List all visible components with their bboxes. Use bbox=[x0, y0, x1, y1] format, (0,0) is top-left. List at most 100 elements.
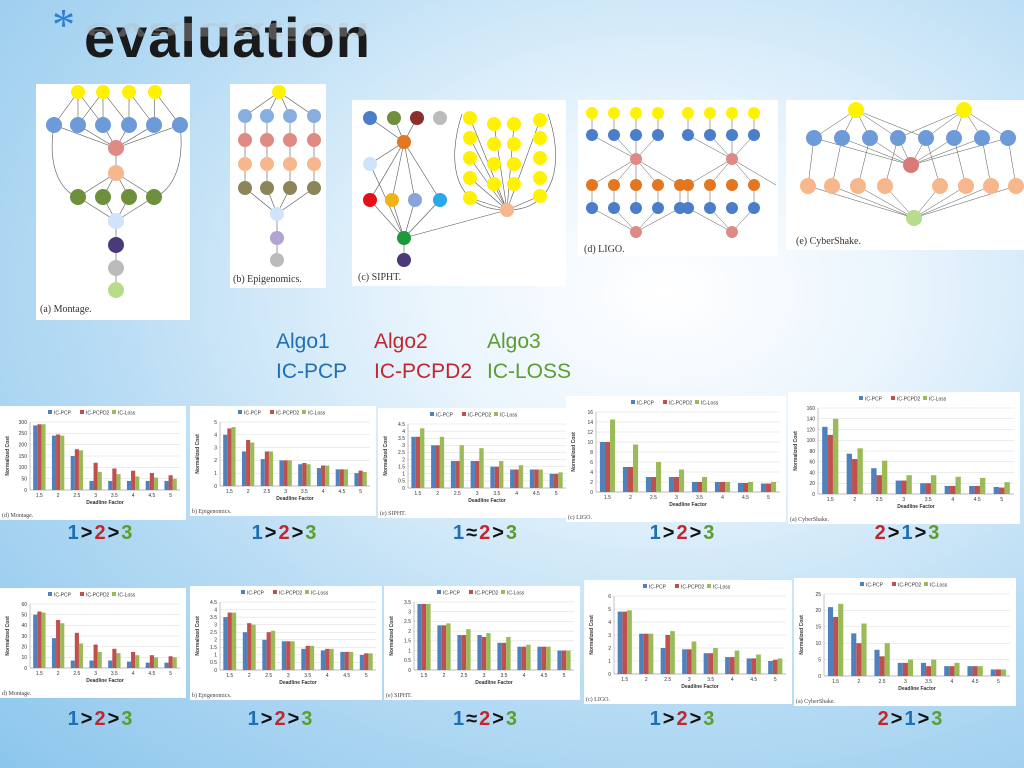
chart-bar bbox=[737, 483, 743, 492]
chart-x-tick-label: 3.5 bbox=[493, 491, 500, 497]
chart-legend-swatch bbox=[238, 410, 242, 414]
chart-legend-label: IC-PCPD2 bbox=[468, 413, 492, 419]
chart-bar bbox=[954, 662, 960, 676]
chart-x-tick-label: 2 bbox=[57, 671, 60, 677]
chart-caption: b) Epigenomics. bbox=[192, 508, 232, 515]
chart-bar bbox=[41, 424, 46, 490]
chart-x-tick-label: 2 bbox=[645, 677, 648, 683]
chart-bar bbox=[172, 657, 177, 668]
chart-bar bbox=[344, 651, 349, 670]
chart-legend-swatch bbox=[437, 590, 441, 594]
chart-legend-label: IC-Loss bbox=[929, 397, 947, 403]
chart-bar bbox=[486, 633, 491, 670]
chart-bar bbox=[518, 465, 524, 488]
chart-bar bbox=[56, 434, 61, 490]
chart-bar bbox=[74, 449, 79, 490]
chart-x-tick-label: 1.5 bbox=[226, 673, 233, 679]
ranking-token: > bbox=[492, 522, 504, 544]
chart-bar bbox=[901, 480, 907, 494]
workflow-ligo-diagram bbox=[586, 107, 777, 238]
chart-bar bbox=[320, 650, 326, 670]
chart-y-tick-label: 0 bbox=[24, 488, 27, 494]
chart-x-tick-label: 5 bbox=[169, 671, 172, 677]
chart-bar bbox=[906, 475, 912, 494]
title-bullet-star: * bbox=[52, 0, 75, 50]
workflow-sipht-caption: (c) SIPHT. bbox=[358, 272, 402, 283]
chart-bar bbox=[557, 650, 562, 670]
chart-bar bbox=[348, 651, 354, 670]
chart-bar bbox=[145, 662, 150, 668]
chart-legend-swatch bbox=[302, 410, 306, 414]
ranking-token: 1 bbox=[452, 708, 465, 730]
chart-bar bbox=[499, 460, 504, 488]
chart-bar bbox=[670, 631, 675, 674]
chart-legend-swatch bbox=[430, 412, 434, 416]
chart-bar bbox=[501, 642, 507, 670]
chart-bar bbox=[686, 649, 692, 674]
chart-legend-label: IC-Loss bbox=[308, 411, 326, 417]
chart-x-tick-label: 4.5 bbox=[750, 677, 757, 683]
chart-bar bbox=[622, 467, 628, 492]
chart-bar bbox=[149, 473, 154, 490]
chart-bar bbox=[497, 642, 502, 670]
chart-x-axis-label: Deadline Factor bbox=[475, 680, 513, 686]
chart-x-axis-label: Deadline Factor bbox=[669, 502, 707, 508]
ranking-token: > bbox=[287, 708, 300, 730]
chart-y-tick-label: 3 bbox=[608, 633, 611, 639]
chart-bar bbox=[534, 469, 539, 488]
chart-cybershake-row2: IC-PCP IC-PCPD2 IC-Loss 0 5 10 15 20 25 1.5 2 2.5 3 3… bbox=[794, 578, 1016, 706]
chart-x-tick-label: 2.5 bbox=[879, 679, 886, 685]
chart-x-tick-label: 4 bbox=[132, 493, 135, 499]
chart-bar bbox=[479, 448, 484, 488]
ranking-token: 3 bbox=[505, 708, 518, 730]
chart-x-axis-label: Deadline Factor bbox=[276, 496, 314, 502]
chart-legend-swatch bbox=[270, 410, 274, 414]
chart-bar bbox=[358, 470, 363, 486]
chart-x-tick-label: 3.5 bbox=[304, 673, 311, 679]
chart-bar bbox=[902, 662, 908, 676]
bar-chart-svg: IC-PCP IC-PCPD2 IC-Loss 0 0.5 1 1.5 2 2.5 3 3.5 1.5… bbox=[386, 590, 574, 699]
legend-algo1-label: Algo1 bbox=[276, 330, 330, 353]
chart-bar bbox=[242, 632, 248, 670]
chart-bar bbox=[537, 646, 542, 670]
chart-x-axis-label: Deadline Factor bbox=[279, 680, 317, 686]
legend-algo2-name: IC-PCPD2 bbox=[374, 360, 473, 383]
chart-x-tick-label: 3.5 bbox=[696, 495, 703, 501]
chart-y-tick-label: 250 bbox=[19, 431, 28, 437]
chart-x-tick-label: 3 bbox=[284, 489, 287, 495]
ranking-token: 3 bbox=[505, 522, 518, 544]
ranking-token: ≈ bbox=[466, 522, 478, 544]
chart-x-tick-label: 3 bbox=[287, 673, 290, 679]
chart-bar bbox=[250, 442, 255, 486]
chart-bar bbox=[231, 612, 237, 670]
slide-title: evaluation bbox=[84, 6, 371, 69]
ranking-token: 2 bbox=[877, 708, 889, 730]
chart-bar bbox=[112, 468, 117, 490]
chart-bar bbox=[441, 625, 447, 670]
ranking-ligo-row2: 1 >2 >3 bbox=[627, 708, 737, 731]
chart-bar bbox=[967, 666, 973, 676]
chart-bar bbox=[415, 436, 421, 488]
chart-x-tick-label: 5 bbox=[365, 673, 368, 679]
chart-bar bbox=[145, 480, 150, 490]
chart-y-tick-label: 2 bbox=[590, 480, 593, 486]
chart-legend-swatch bbox=[675, 584, 679, 588]
chart-legend-label: IC-PCPD2 bbox=[897, 397, 921, 403]
chart-bar bbox=[897, 662, 903, 676]
chart-bar bbox=[56, 620, 61, 668]
chart-bar bbox=[617, 611, 623, 674]
chart-bar bbox=[656, 462, 662, 492]
chart-bar bbox=[920, 662, 927, 676]
slide-title-reflection: evaluation bbox=[84, 17, 371, 46]
chart-bar bbox=[510, 469, 515, 488]
ranking-token: > bbox=[264, 522, 277, 544]
chart-bar bbox=[514, 469, 519, 488]
ranking-token: 2 bbox=[274, 708, 286, 730]
chart-bar bbox=[362, 471, 367, 486]
chart-y-axis-label: Normalized Cost bbox=[5, 436, 11, 476]
chart-legend-swatch bbox=[891, 396, 895, 400]
chart-bar bbox=[944, 485, 951, 494]
chart-y-tick-label: 6 bbox=[608, 594, 611, 600]
chart-bar bbox=[627, 467, 634, 492]
chart-y-tick-label: 2.5 bbox=[210, 630, 217, 636]
